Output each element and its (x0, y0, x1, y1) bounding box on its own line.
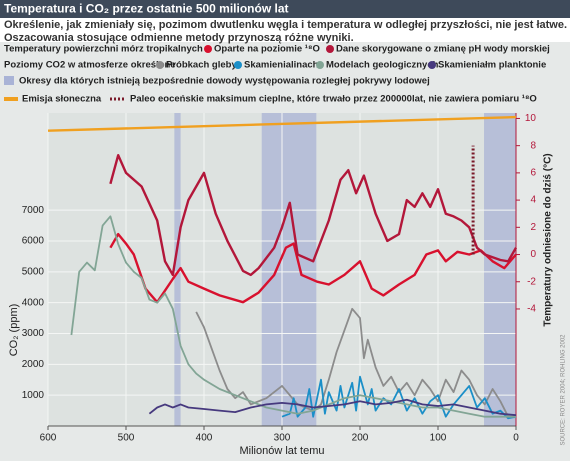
y2-tick-label: 0 (530, 249, 536, 260)
legend-label: Emisja słoneczna (22, 94, 102, 105)
x-axis-label: Milionów lat temu (240, 445, 325, 457)
series-line (109, 232, 517, 304)
series-line (281, 375, 517, 420)
source: SOURCE: ROYER 2004; ROHLING 2002 (561, 334, 567, 446)
series-line (70, 215, 516, 418)
legend-swatch (326, 45, 334, 53)
y2-axis-label: Temperatury odniesione do dziś (°C) (543, 153, 554, 326)
series-line (47, 115, 517, 132)
y2-tick-label: 2 (530, 222, 536, 233)
y-tick-label: 7000 (22, 205, 45, 216)
y-tick-label: 1000 (22, 390, 45, 401)
legend-group-label: Temperatury powierzchni mórz tropikalnyc… (4, 44, 203, 55)
legend-swatch (4, 76, 14, 85)
y2-tick-label: 6 (530, 168, 536, 179)
legend-group-label: Poziomy CO2 w atmosferze określone (4, 60, 176, 71)
legend-swatch (234, 61, 242, 69)
legend-swatch (428, 61, 436, 69)
x-tick-label: 500 (118, 433, 135, 444)
x-tick-label: 600 (40, 433, 57, 444)
subtitle: Określenie, jak zmieniały się, pozimom d… (4, 19, 567, 31)
series-line (148, 398, 517, 417)
series-line (109, 154, 518, 277)
legend-label: Oparte na poziomie ¹⁸O (214, 44, 320, 55)
ice-period (261, 113, 317, 426)
legend-label: Dane skorygowane o zmianę pH wody morski… (336, 44, 550, 55)
legend-label: Próbkach gleby (166, 60, 237, 71)
x-tick-label: 400 (196, 433, 213, 444)
legend-label: Modelach geologicznych (326, 60, 439, 71)
legend-label: Okresy dla których istnieją bezpośrednie… (19, 76, 430, 87)
y-tick-label: 5000 (22, 266, 45, 277)
x-tick-label: 100 (430, 433, 447, 444)
legend-label: Paleo eoceńskie maksimum cieplne, które … (130, 94, 537, 105)
y2-tick-label: 8 (530, 140, 536, 151)
y2-tick-label: -2 (527, 276, 536, 287)
y-tick-label: 3000 (22, 328, 45, 339)
title-bar (0, 0, 570, 18)
y-axis-label: CO₂ (ppm) (8, 304, 20, 357)
y2-tick-label: 4 (530, 195, 536, 206)
x-tick-label: 0 (513, 433, 519, 444)
ice-period (174, 113, 181, 426)
legend-swatch (316, 61, 324, 69)
legend-swatch (156, 61, 164, 69)
series-line (195, 307, 517, 419)
x-tick-label: 200 (352, 433, 369, 444)
ice-period (484, 113, 516, 426)
y-tick-label: 4000 (22, 297, 45, 308)
legend-label: Skamieniałm planktonie (438, 60, 546, 71)
y2-tick-label: -4 (527, 304, 536, 315)
chart-title: Temperatura i CO₂ przez ostatnie 500 mil… (4, 2, 289, 16)
y-tick-label: 6000 (22, 236, 45, 247)
y2-tick-label: 10 (525, 113, 537, 124)
legend-label: Skamienialinach (244, 60, 319, 71)
legend-swatch (204, 45, 212, 53)
subtitle: Oszacowania stosujące odmienne metody pr… (4, 32, 354, 44)
y-tick-label: 2000 (22, 359, 45, 370)
x-tick-label: 300 (274, 433, 291, 444)
